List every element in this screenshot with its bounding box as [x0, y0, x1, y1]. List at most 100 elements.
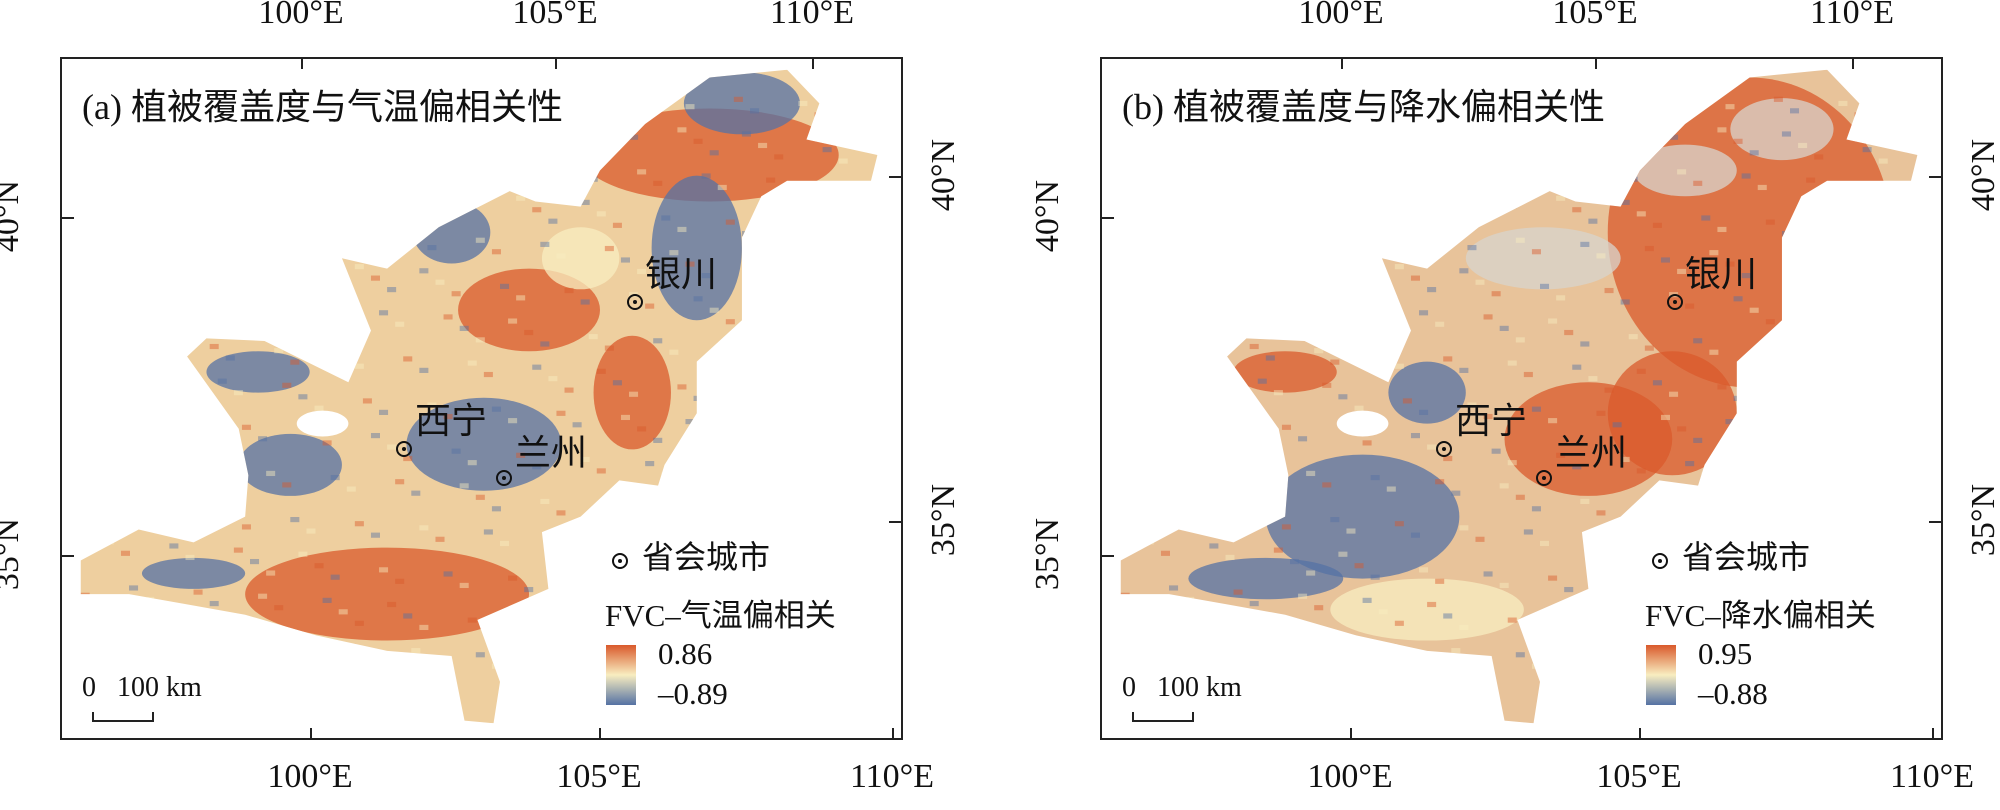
map-pixel [1249, 343, 1259, 350]
map-pixel [960, 447, 969, 452]
map-pixel [1273, 547, 1283, 553]
map-pixel [370, 432, 380, 439]
map-pixel [1410, 432, 1420, 439]
map-pixel [1467, 402, 1477, 408]
map-pixel [1548, 418, 1558, 424]
panel-title: (a) 植被覆盖度与气温偏相关性 [82, 87, 563, 127]
map-pixel [1346, 528, 1356, 534]
map-pixel [1693, 180, 1703, 186]
map-pixel [604, 245, 614, 252]
map-pixel [1701, 215, 1711, 221]
map-pixel [935, 401, 944, 406]
map-pixel [1669, 134, 1679, 140]
map-pixel [1604, 287, 1614, 294]
map-pixel [475, 494, 485, 500]
map-pixel [1967, 109, 1976, 114]
map-pixel [1572, 464, 1582, 470]
top-lon-label: 110°E [1809, 0, 1895, 31]
map-pixel [508, 318, 518, 324]
map-pixel [516, 295, 526, 301]
map-pixel [1354, 405, 1364, 411]
map-pixel [1483, 314, 1493, 320]
city-label-lanzhou: 兰州 [515, 433, 588, 473]
map-pixel [1693, 437, 1703, 443]
map-pixel [524, 329, 534, 336]
map-pixel [379, 567, 389, 573]
map-pixel [1677, 426, 1687, 432]
map-pixel [572, 422, 582, 428]
legend-city: 省会城市 [612, 532, 770, 578]
map-pixel [193, 589, 203, 595]
legend-city-label: 省会城市 [642, 539, 771, 575]
map-pixel [1693, 338, 1703, 344]
map-pixel [637, 169, 647, 175]
map-pixel [524, 586, 534, 593]
bottom-lon-label: 100°E [1307, 758, 1393, 795]
map-pixel [911, 197, 920, 202]
map-pixel [1499, 483, 1509, 489]
legend-min: –0.88 [1698, 676, 1768, 711]
map-pixel [1402, 398, 1412, 404]
map-pixel [459, 325, 469, 331]
map-pixel [354, 521, 364, 527]
capital-city-icon [1667, 294, 1683, 310]
map-value-patch [1607, 351, 1737, 476]
map-value-patch [1465, 227, 1621, 290]
map-pixel [1975, 401, 1984, 406]
map-pixel [1564, 586, 1574, 593]
map-pixel [620, 257, 630, 263]
map-pixel [693, 138, 703, 144]
map-pixel [241, 424, 251, 430]
map-pixel [1790, 108, 1800, 114]
map-panel-b: 100°E 105°E 110°E 100°E 105°E 110°E 40°N 35°N 40… [1029, 0, 2000, 810]
axis-tick [1100, 217, 1114, 219]
map-pixel [580, 199, 590, 205]
map-pixel [1556, 452, 1566, 458]
map-pixel [451, 448, 461, 454]
map-pixel [1160, 550, 1170, 556]
map-pixel [427, 245, 437, 251]
map-pixel [1540, 540, 1550, 547]
map-pixel [467, 460, 477, 466]
city-label-xining: 西宁 [415, 401, 488, 441]
map-pixel [354, 363, 364, 369]
capital-city-icon [496, 470, 512, 486]
scale-bar-label: 0 100 km [82, 672, 202, 703]
axis-tick [889, 521, 903, 523]
map-pixel [1443, 356, 1453, 362]
map-pixel [1556, 295, 1566, 301]
map-pixel [1959, 589, 1968, 594]
map-pixel [758, 142, 768, 149]
map-pixel [1604, 387, 1614, 393]
map-pixel [387, 444, 397, 450]
map-pixel [427, 402, 437, 408]
map-pixel [669, 250, 679, 256]
left-lat-label: 35°N [0, 517, 27, 591]
map-pixel [1588, 218, 1598, 224]
map-pixel [1273, 390, 1283, 396]
map-pixel [911, 454, 920, 459]
left-lat-label: 40°N [0, 179, 27, 253]
map-pixel [1225, 554, 1235, 561]
axis-tick [1341, 57, 1343, 69]
map-pixel [395, 578, 405, 584]
map-pixel [1435, 479, 1445, 485]
map-pixel [645, 460, 655, 467]
map-pixel [1475, 536, 1485, 542]
panel-title: (b) 植被覆盖度与降水偏相关性 [1122, 87, 1605, 127]
map-pixel [403, 455, 413, 462]
map-pixel [1531, 249, 1541, 255]
map-pixel [362, 398, 372, 404]
capital-city-icon [627, 294, 643, 310]
map-pixel [709, 307, 719, 313]
map-pixel [1290, 558, 1300, 565]
map-pixel [1281, 524, 1291, 530]
map-pixel [443, 314, 453, 320]
map-frame [60, 57, 903, 740]
map-pixel [1677, 169, 1687, 175]
map-pixel [419, 367, 429, 373]
map-pixel [435, 536, 445, 542]
map-pixel [1427, 601, 1437, 608]
map-pixel [1435, 321, 1445, 327]
map-pixel [1410, 275, 1420, 281]
